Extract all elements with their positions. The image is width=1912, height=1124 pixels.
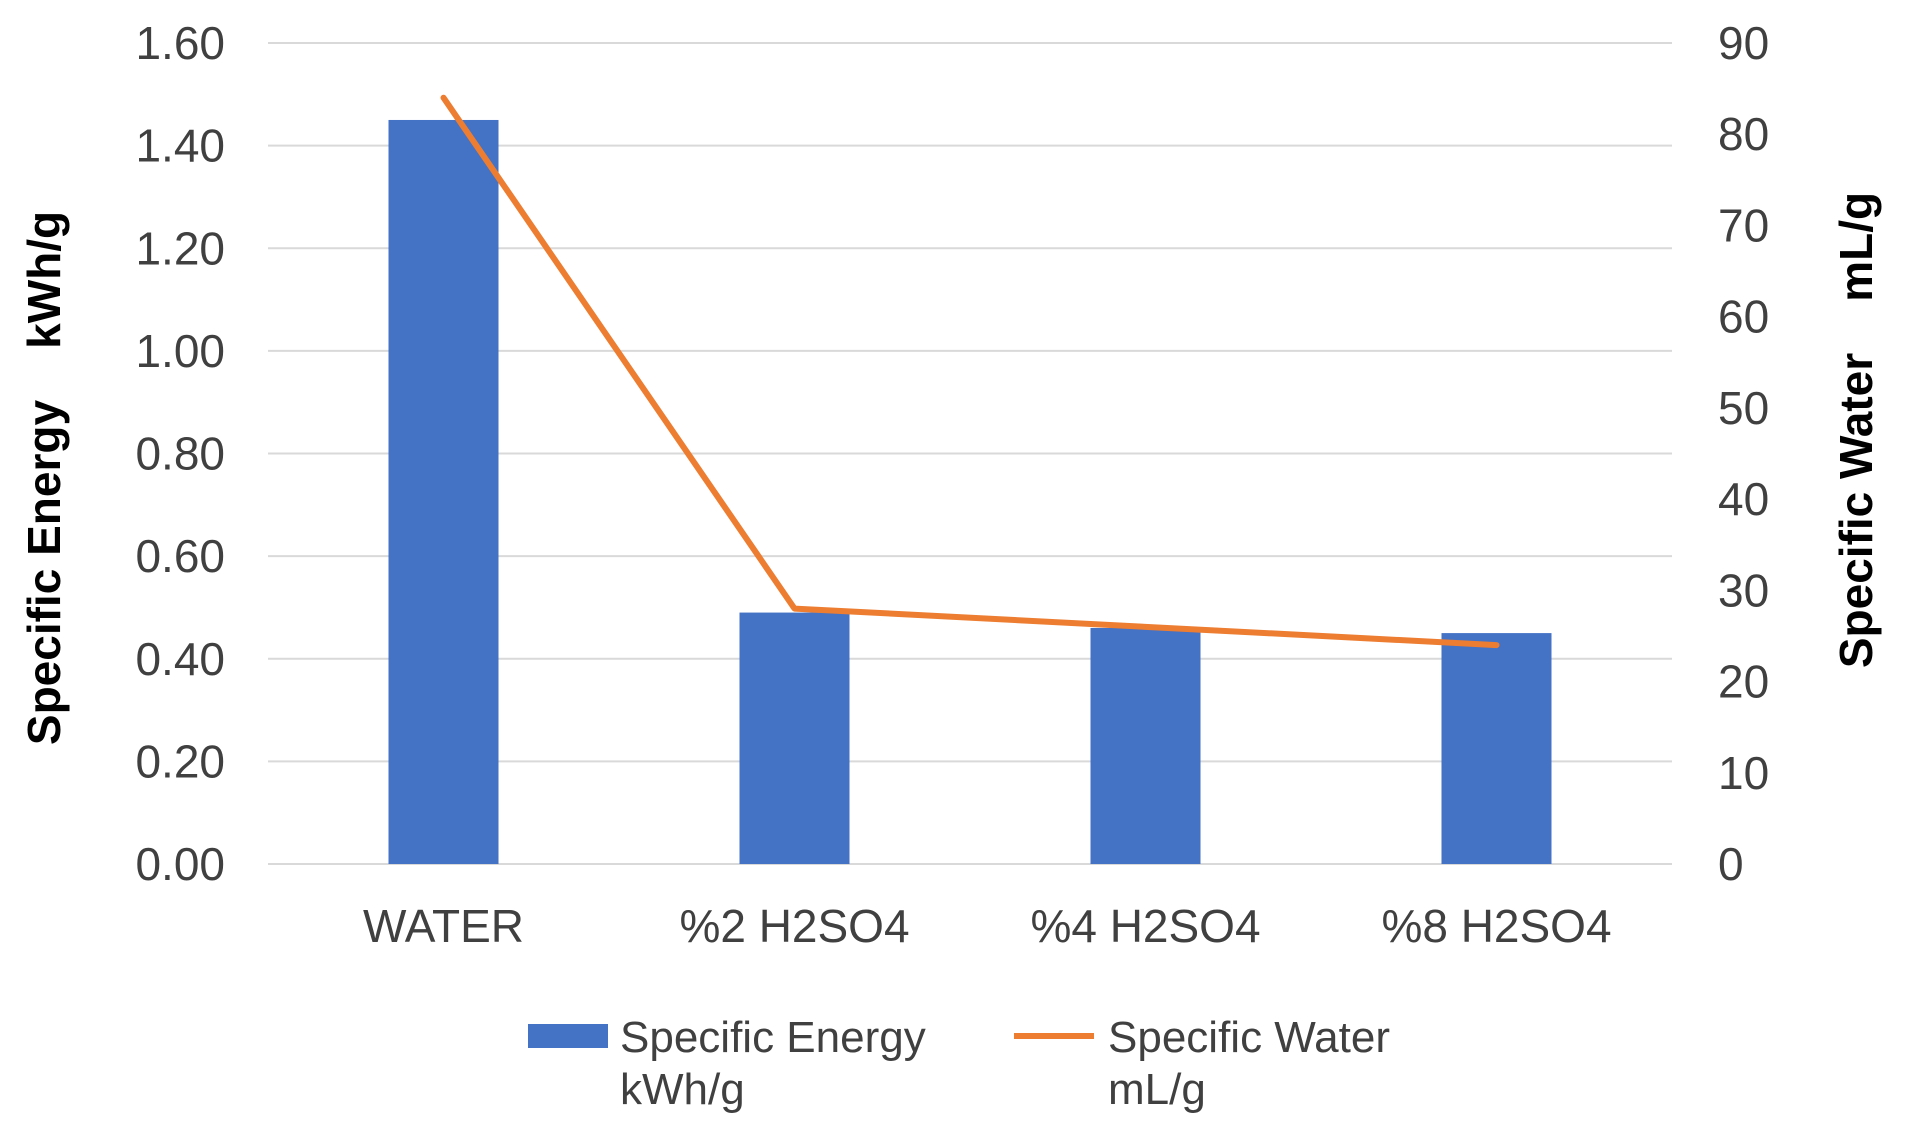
line-series [440, 94, 1500, 649]
right-tick-label-4: 40 [1718, 473, 1769, 525]
left-tick-label-0: 0.00 [135, 838, 225, 890]
left-tick-label-1: 0.20 [135, 735, 225, 787]
right-tick-label-5: 50 [1718, 382, 1769, 434]
left-tick-label-5: 1.00 [135, 325, 225, 377]
line-specific-water [440, 94, 1500, 649]
right-tick-label-0: 0 [1718, 838, 1744, 890]
right-tick-label-8: 80 [1718, 108, 1769, 160]
category-label-3: %8 H2SO4 [1381, 900, 1611, 952]
category-label-0: WATER [363, 900, 524, 952]
right-tick-label-1: 10 [1718, 747, 1769, 799]
line-point-0 [443, 97, 444, 99]
gridlines [268, 42, 1672, 865]
right-axis-ticks: 0 10 20 30 40 50 60 70 80 90 [1718, 17, 1769, 890]
bar-0 [388, 119, 499, 864]
left-tick-label-8: 1.60 [135, 17, 225, 69]
right-axis-title: Specific Water mL/g [1830, 192, 1882, 668]
left-tick-label-3: 0.60 [135, 530, 225, 582]
right-tick-label-3: 30 [1718, 564, 1769, 616]
legend-label-specific-water-line2: mL/g [1108, 1065, 1206, 1114]
left-axis-title: Specific Energy kWh/g [18, 211, 70, 745]
right-tick-label-6: 60 [1718, 291, 1769, 343]
line-point-3 [1496, 644, 1497, 646]
left-tick-label-2: 0.40 [135, 633, 225, 685]
left-tick-label-6: 1.20 [135, 222, 225, 274]
category-label-1: %2 H2SO4 [679, 900, 909, 952]
legend-label-specific-water-line1: Specific Water [1108, 1013, 1390, 1062]
right-tick-label-7: 70 [1718, 199, 1769, 251]
bar-2 [1090, 627, 1201, 864]
bar-series [388, 119, 1552, 864]
left-tick-label-4: 0.80 [135, 428, 225, 480]
legend: Specific Energy kWh/g Specific Water mL/… [528, 1013, 1390, 1114]
legend-label-specific-energy-line2: kWh/g [620, 1065, 745, 1114]
line-point-1 [794, 608, 795, 610]
bar-1 [739, 612, 850, 864]
category-labels: WATER %2 H2SO4 %4 H2SO4 %8 H2SO4 [363, 900, 1612, 952]
legend-label-specific-energy-line1: Specific Energy [620, 1013, 926, 1062]
right-tick-label-2: 20 [1718, 656, 1769, 708]
legend-swatch-specific-energy [528, 1024, 608, 1048]
left-tick-label-7: 1.40 [135, 120, 225, 172]
left-axis-ticks: 0.00 0.20 0.40 0.60 0.80 1.00 1.20 1.40 1.60 [135, 17, 225, 890]
line-point-2 [1145, 626, 1146, 628]
category-label-2: %4 H2SO4 [1030, 900, 1260, 952]
right-tick-label-9: 90 [1718, 17, 1769, 69]
bar-3 [1441, 633, 1552, 864]
